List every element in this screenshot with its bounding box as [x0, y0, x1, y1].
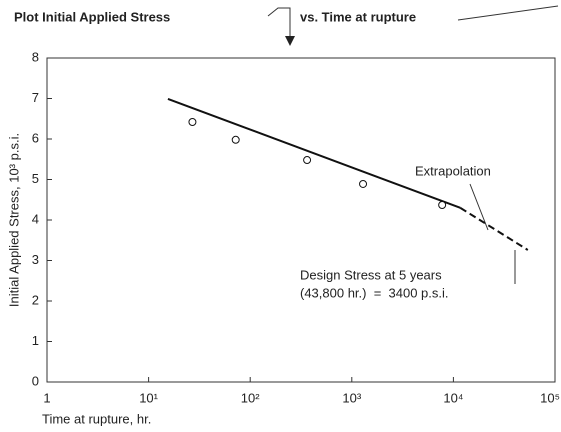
- x-tick-label: 1: [43, 390, 50, 405]
- data-point: [188, 117, 197, 126]
- x-tick-label: 10³: [342, 390, 361, 405]
- annotation: Design Stress at 5 years: [300, 267, 442, 282]
- data-point: [231, 135, 240, 144]
- chart-subtitle: vs. Time at rupture: [300, 9, 416, 24]
- extrapolation-line: [459, 207, 529, 251]
- arrow: [267, 7, 291, 44]
- y-tick-label: 8: [32, 49, 39, 64]
- chart-title: Plot Initial Applied Stress: [14, 9, 170, 24]
- annotation: (43,800 hr.) = 3400 p.s.i.: [300, 285, 449, 300]
- annotation: Extrapolation: [415, 163, 491, 178]
- data-point: [303, 156, 312, 165]
- y-axis-label: Initial Applied Stress, 10³ p.s.i.: [6, 133, 21, 307]
- data-point: [359, 179, 368, 188]
- y-tick-label: 7: [32, 90, 39, 105]
- arrow: [469, 183, 489, 231]
- y-tick-label: 5: [32, 171, 39, 186]
- x-tick-label: 10⁴: [443, 390, 463, 405]
- y-tick-label: 6: [32, 130, 39, 145]
- y-tick-label: 2: [32, 292, 39, 307]
- x-axis-label: Time at rupture, hr.: [42, 411, 151, 426]
- x-tick-label: 10¹: [139, 390, 158, 405]
- y-tick-label: 4: [32, 211, 39, 226]
- fit-line: [167, 97, 461, 209]
- y-tick-label: 1: [32, 333, 39, 348]
- data-point: [438, 201, 447, 210]
- x-tick-label: 10⁵: [540, 390, 560, 405]
- x-tick-label: 10²: [241, 390, 260, 405]
- y-tick-label: 3: [32, 252, 39, 267]
- arrow-head: [285, 36, 295, 46]
- arrow: [457, 5, 559, 21]
- y-tick-label: 0: [32, 373, 39, 388]
